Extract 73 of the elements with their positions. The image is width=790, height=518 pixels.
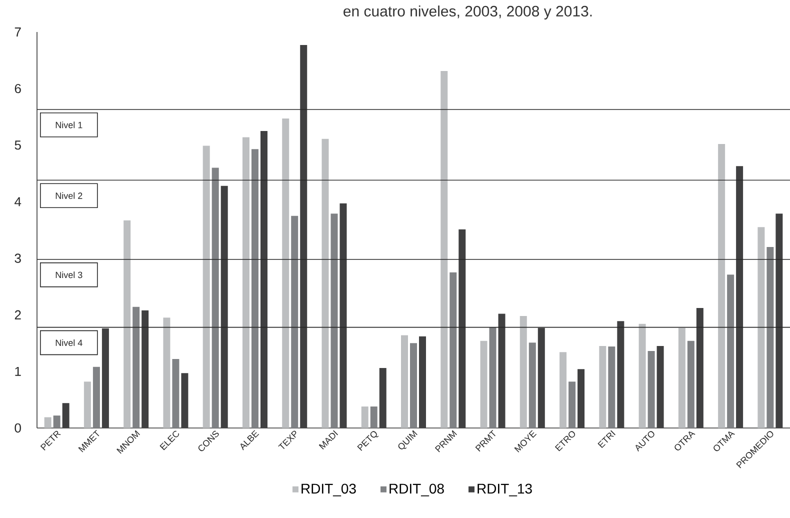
y-tick-label: 7 (14, 28, 21, 36)
bar (242, 137, 250, 428)
bar (617, 321, 624, 428)
bar (766, 246, 774, 428)
legend-label: RDIT_13 (478, 484, 532, 496)
bar (62, 403, 70, 428)
bar (410, 343, 417, 428)
bar (638, 324, 646, 428)
bar (758, 227, 765, 428)
bar (330, 214, 338, 428)
bar (656, 346, 664, 428)
bar (687, 340, 694, 428)
bar (608, 346, 616, 428)
bar (419, 336, 426, 428)
bar (53, 416, 60, 428)
legend-label: RDIT_08 (390, 484, 444, 496)
bar (102, 328, 109, 428)
bar (727, 274, 734, 428)
bar (379, 368, 386, 428)
bar (401, 335, 408, 428)
bar (124, 220, 131, 428)
bar (528, 342, 536, 428)
bar (84, 382, 91, 428)
bar (260, 130, 268, 428)
bar (776, 214, 783, 428)
bar (132, 306, 140, 428)
bar (163, 318, 170, 428)
bar (568, 382, 576, 428)
bar (322, 138, 329, 428)
ref-line-label: Nivel 2 (56, 192, 82, 199)
bar (142, 310, 149, 428)
bar (251, 149, 258, 428)
y-tick-label: 4 (14, 197, 22, 206)
bar (440, 71, 448, 428)
y-tick-label: 0 (14, 423, 21, 433)
bar (538, 328, 545, 428)
bar (172, 358, 180, 428)
bar (220, 186, 228, 428)
bar (44, 417, 52, 428)
y-tick-label: 1 (15, 366, 21, 376)
bar (560, 352, 567, 428)
bar (578, 369, 585, 428)
bar (300, 45, 308, 428)
bar (370, 406, 378, 428)
bar (489, 327, 496, 428)
bar (480, 340, 488, 428)
bar (599, 346, 606, 428)
legend-label: RDIT_03 (302, 484, 356, 496)
y-tick-label: 3 (14, 254, 21, 263)
bar (520, 316, 527, 428)
bar (648, 351, 655, 428)
bar (92, 366, 100, 428)
ref-line-label: Nivel 1 (56, 122, 82, 128)
bar (678, 328, 686, 428)
bar (181, 373, 188, 428)
ref-line-label: Nivel 3 (56, 272, 82, 278)
bar (282, 118, 290, 428)
bar (450, 272, 457, 428)
bar (458, 229, 466, 428)
y-tick-label: 5 (14, 140, 21, 150)
bar (718, 144, 726, 428)
bar (340, 203, 347, 428)
y-tick-label: 2 (14, 310, 21, 320)
bar (361, 406, 368, 428)
ref-line-label: Nivel 4 (56, 339, 82, 346)
bar (212, 168, 219, 428)
bar (202, 146, 210, 428)
bar (291, 216, 298, 428)
y-tick-label: 6 (14, 84, 21, 94)
bar (696, 308, 704, 428)
chart-title: en cuatro niveles, 2003, 2008 y 2013. (344, 6, 592, 20)
bar (498, 314, 506, 428)
bar (736, 166, 744, 428)
